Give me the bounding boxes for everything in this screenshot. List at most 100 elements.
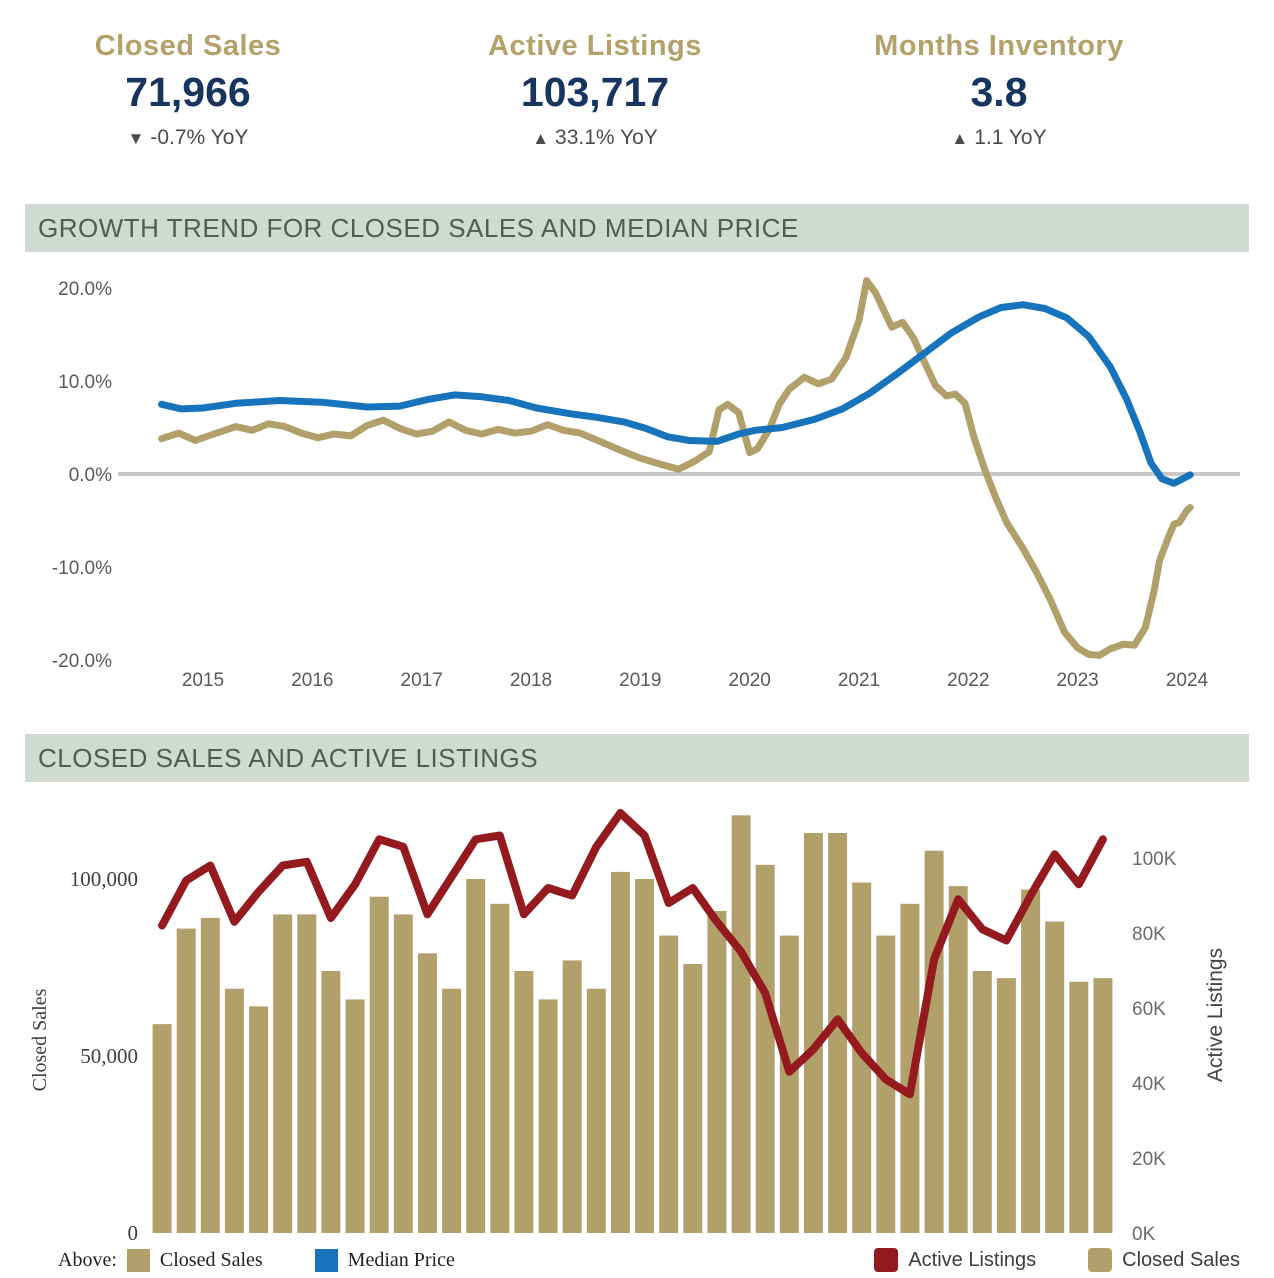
closed-sales-bar: [224, 988, 244, 1233]
left-tick-label: 50,000: [80, 1044, 138, 1068]
kpi-change-text: -0.7% YoY: [150, 126, 249, 149]
closed-sales-bar: [176, 928, 196, 1233]
kpi-change: ▲ 1.1 YoY: [848, 126, 1150, 150]
closed-sales-bar: [586, 988, 606, 1233]
closed-sales-bar: [731, 815, 751, 1233]
closed-sales-bar: [707, 910, 727, 1233]
closed-sales-bar: [828, 833, 848, 1233]
closed-sales-bar: [1093, 978, 1113, 1233]
y-tick-label: -20.0%: [52, 651, 112, 672]
legend-right-group: Active Listings Closed Sales: [864, 1248, 1244, 1272]
right-tick-label: 40K: [1132, 1074, 1166, 1095]
closed-sales-bar: [924, 850, 944, 1233]
x-tick-label: 2020: [729, 670, 771, 691]
closed-sales-bar: [490, 903, 510, 1233]
closed-sales-bar: [1045, 921, 1065, 1233]
x-tick-label: 2021: [838, 670, 880, 691]
closed-sales-bar: [345, 999, 365, 1233]
closed-sales-bar: [417, 953, 437, 1233]
closed-sales-bar: [538, 999, 558, 1233]
x-tick-label: 2019: [619, 670, 661, 691]
kpi-value: 71,966: [125, 69, 251, 115]
kpi-closed-sales: Closed Sales 71,966 ▼ -0.7% YoY: [38, 30, 338, 150]
kpi-title: Active Listings: [488, 30, 702, 62]
legend-closed-sales-label: Closed Sales: [1122, 1248, 1240, 1271]
growth-trend-chart: 20.0% 10.0% 0.0% -10.0% -20.0% 2015 2016 2017 20…: [52, 277, 1240, 691]
up-triangle-icon: ▲: [951, 129, 969, 148]
right-tick-label: 100K: [1132, 849, 1177, 870]
closed-sales-bar: [297, 914, 317, 1233]
x-tick-label: 2018: [510, 670, 552, 691]
right-axis-title: Active Listings: [1204, 948, 1227, 1082]
closed-sales-bar: [466, 879, 486, 1233]
closed-sales-bar: [659, 935, 679, 1233]
median-price-swatch-icon: [314, 1248, 338, 1272]
closed-sales-bar: [635, 879, 655, 1233]
y-tick-label: -10.0%: [52, 558, 112, 579]
closed-sales-bar: [1021, 889, 1041, 1233]
active-listings-line: [158, 809, 1107, 1099]
y-tick-label: 10.0%: [58, 372, 112, 393]
kpi-change: ▼ -0.7% YoY: [38, 126, 338, 150]
closed-sales-bar: [876, 935, 896, 1233]
x-tick-label: 2017: [401, 670, 443, 691]
closed-sales-bar: [755, 864, 775, 1233]
closed-sales-bar: [1069, 981, 1089, 1233]
kpi-active-listings: Active Listings 103,717 ▲ 33.1% YoY: [445, 30, 745, 150]
right-tick-label: 60K: [1132, 999, 1166, 1020]
closed-sales-bar: [442, 988, 462, 1233]
closed-sales-bar: [972, 971, 992, 1233]
closed-sales-bar: [900, 903, 920, 1233]
kpi-title: Months Inventory: [874, 30, 1124, 62]
closed-sales-bar: [514, 971, 534, 1233]
legend-above-label: Above:: [58, 1248, 117, 1271]
x-tick-label: 2016: [291, 670, 333, 691]
kpi-title: Closed Sales: [94, 30, 282, 62]
kpi-value: 103,717: [520, 69, 670, 115]
combo-section-title: CLOSED SALES AND ACTIVE LISTINGS: [38, 742, 539, 773]
y-tick-label: 20.0%: [58, 279, 112, 300]
up-triangle-icon: ▲: [532, 129, 550, 148]
closed-sales-bar: [321, 971, 341, 1233]
closed-sales-bar: [948, 886, 968, 1233]
closed-sales-bar: [779, 935, 799, 1233]
legend-left-group: Above: Closed Sales Median Price: [58, 1248, 455, 1272]
down-triangle-icon: ▼: [127, 129, 145, 148]
closed-sales-bar: [152, 1024, 172, 1233]
growth-section-title: GROWTH TREND FOR CLOSED SALES AND MEDIAN…: [38, 212, 799, 243]
legend-median-price-label: Median Price: [347, 1248, 455, 1271]
active-listings-swatch-icon: [874, 1248, 899, 1272]
closed-sales-bar: [683, 964, 703, 1233]
closed-sales-swatch-icon: [126, 1248, 150, 1272]
x-tick-label: 2015: [182, 670, 224, 691]
closed-sales-bar: [610, 871, 630, 1233]
closed-sales-bar: [393, 914, 413, 1233]
y-tick-label: 0.0%: [69, 465, 112, 486]
kpi-change: ▲ 33.1% YoY: [445, 126, 745, 150]
closed-sales-bar: [249, 1006, 269, 1233]
median-price-line: [158, 301, 1194, 487]
closed-sales-swatch-icon: [1088, 1248, 1113, 1272]
kpi-change-text: 33.1% YoY: [555, 126, 658, 149]
kpi-months-inventory: Months Inventory 3.8 ▲ 1.1 YoY: [848, 30, 1150, 150]
kpi-change-text: 1.1 YoY: [974, 126, 1047, 149]
closed-sales-bar: [369, 896, 389, 1233]
right-tick-label: 20K: [1132, 1149, 1166, 1170]
left-tick-label: 100,000: [70, 867, 138, 891]
closed-sales-bar: [996, 978, 1016, 1233]
x-tick-label: 2022: [947, 670, 989, 691]
kpi-value: 3.8: [970, 69, 1028, 115]
left-tick-label: 0: [128, 1221, 139, 1245]
closed-sales-line: [158, 277, 1194, 659]
closed-sales-bar: [200, 917, 220, 1233]
closed-sales-bar: [803, 833, 823, 1233]
closed-sales-active-listings-chart: 0 50,000 100,000 0K 20K 40K 60K 80K 100K Closed S…: [29, 809, 1227, 1245]
left-axis-title: Closed Sales: [29, 988, 51, 1091]
legend-row: Above: Closed Sales Median Price Active …: [0, 1242, 1274, 1278]
combo-section-header: CLOSED SALES AND ACTIVE LISTINGS: [25, 734, 1249, 782]
right-tick-label: 0K: [1132, 1224, 1156, 1245]
legend-closed-sales-label: Closed Sales: [159, 1248, 263, 1271]
growth-section-header: GROWTH TREND FOR CLOSED SALES AND MEDIAN…: [25, 204, 1249, 252]
closed-sales-bar: [273, 914, 293, 1233]
right-tick-label: 80K: [1132, 924, 1166, 945]
